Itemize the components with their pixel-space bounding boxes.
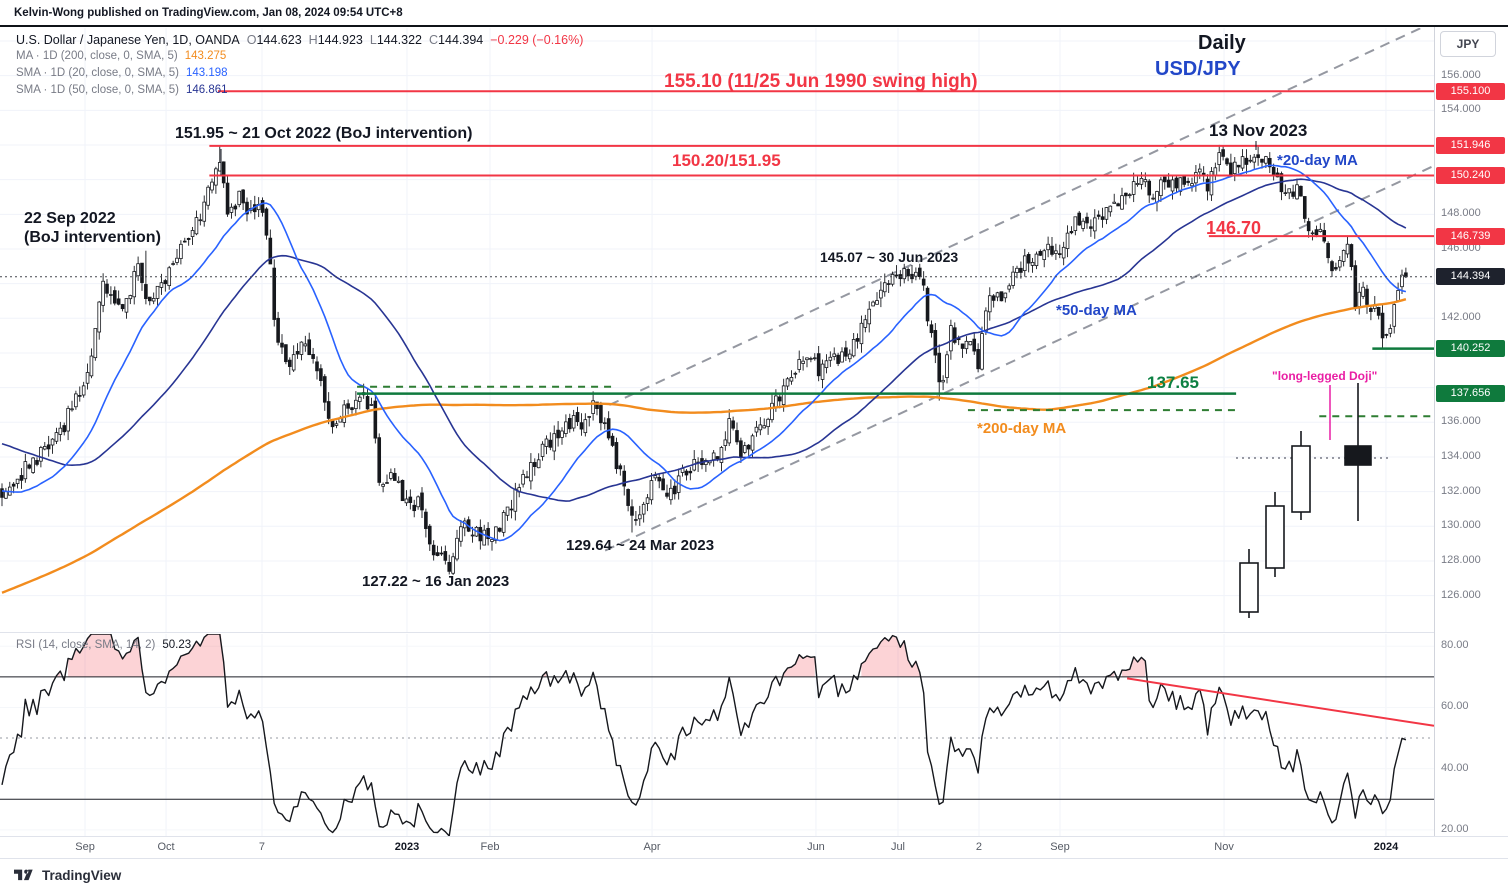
- annotation-jan-16-2023[interactable]: 127.22 ~ 16 Jan 2023: [362, 573, 510, 590]
- indicator-value: 146.861: [185, 84, 228, 96]
- price-axis-label: 156.000: [1441, 68, 1481, 81]
- rsi-axis-label: 20.00: [1441, 822, 1469, 835]
- price-axis-label: 134.000: [1441, 449, 1481, 462]
- price-axis-label: 132.000: [1441, 484, 1481, 497]
- chart-legend: U.S. Dollar / Japanese Yen, 1D, OANDA O14…: [16, 33, 583, 101]
- doji-inset-layer[interactable]: [1236, 383, 1392, 618]
- annotation-swing-high-1990[interactable]: 155.10 (11/25 Jun 1990 swing high): [664, 71, 978, 92]
- moving-averages-layer[interactable]: [1, 164, 1407, 594]
- rsi-label: RSI (14, close, SMA, 14, 2): [16, 639, 156, 651]
- indicator-value: 143.198: [185, 67, 228, 79]
- time-axis-label: 2024: [1373, 841, 1399, 853]
- annotation-doji-label[interactable]: "long-legged Doji": [1272, 369, 1378, 383]
- change-value: −0.229 (−0.16%): [490, 33, 584, 47]
- indicator-value: 143.275: [184, 50, 227, 62]
- price-axis[interactable]: [1434, 27, 1508, 836]
- symbol-title[interactable]: U.S. Dollar / Japanese Yen, 1D, OANDA: [16, 33, 240, 47]
- time-axis-label: Sep: [75, 841, 95, 853]
- tradingview-logo[interactable]: [14, 867, 35, 884]
- price-axis-label: 130.000: [1441, 519, 1481, 532]
- annotation-boj-sep-2022[interactable]: 22 Sep 2022 (BoJ intervention): [24, 210, 161, 246]
- annotation-ma20-label[interactable]: *20-day MA: [1277, 152, 1358, 169]
- time-axis-label: 7: [258, 841, 266, 853]
- annotation-jun-30-2023[interactable]: 145.07 ~ 30 Jun 2023: [820, 249, 959, 265]
- price-axis-label: 126.000: [1441, 588, 1481, 601]
- publish-bar: Kelvin-Wong published on TradingView.com…: [0, 0, 1508, 27]
- time-axis-label: 2023: [394, 841, 420, 853]
- price-axis-label: 136.000: [1441, 415, 1481, 428]
- indicator-label: SMA · 1D (50, close, 0, SMA, 5): [16, 84, 179, 96]
- currency-button[interactable]: JPY: [1440, 31, 1496, 57]
- indicator-row-ma200[interactable]: MA · 1D (200, close, 0, SMA, 5) 143.275: [16, 50, 583, 67]
- pointer-lines-layer: [220, 141, 1331, 440]
- price-badge: 151.946: [1436, 137, 1505, 155]
- rsi-legend[interactable]: RSI (14, close, SMA, 14, 2) 50.23: [16, 639, 191, 651]
- annotation-ma200-label[interactable]: *200-day MA: [977, 420, 1067, 437]
- publish-line: Kelvin-Wong published on TradingView.com…: [14, 6, 403, 19]
- time-axis-label: Nov: [1214, 841, 1234, 853]
- candles-layer[interactable]: [0, 144, 1408, 575]
- annotation-ma50-label[interactable]: *50-day MA: [1056, 302, 1137, 319]
- time-axis-label: Feb: [480, 841, 500, 853]
- pane-separator[interactable]: [0, 632, 1434, 633]
- price-axis-label: 146.000: [1441, 241, 1481, 254]
- annotation-title-pair[interactable]: USD/JPY: [1155, 58, 1241, 80]
- rsi-axis-label: 60.00: [1441, 700, 1469, 713]
- trend-channel-layer[interactable]: [604, 28, 1434, 552]
- time-axis-label: Jul: [890, 841, 905, 853]
- annotation-resistance-range[interactable]: 150.20/151.95: [672, 151, 781, 170]
- rsi-canvas[interactable]: [0, 634, 1434, 836]
- rsi-axis-label: 80.00: [1441, 639, 1469, 652]
- time-axis-label: Jun: [807, 841, 825, 853]
- price-badge: 146.739: [1436, 227, 1505, 245]
- price-badge: 144.394: [1436, 268, 1505, 286]
- annotation-level-146-70[interactable]: 146.70: [1206, 218, 1262, 238]
- annotation-boj-oct-2022[interactable]: 151.95 ~ 21 Oct 2022 (BoJ intervention): [175, 125, 473, 142]
- rsi-trendline-layer[interactable]: [1126, 677, 1434, 727]
- annotation-title-daily[interactable]: Daily: [1198, 32, 1246, 54]
- indicator-label: SMA · 1D (20, close, 0, SMA, 5): [16, 67, 179, 79]
- main-chart-canvas[interactable]: [0, 28, 1434, 632]
- time-axis-label: Sep: [1050, 841, 1070, 853]
- price-axis-label: 128.000: [1441, 553, 1481, 566]
- rsi-bands-layer[interactable]: [0, 676, 1434, 800]
- price-grid-layer: [0, 28, 1434, 632]
- footer-bar: TradingView: [0, 858, 1508, 891]
- annotation-nov-13-2023[interactable]: 13 Nov 2023: [1209, 121, 1308, 140]
- indicator-row-sma20[interactable]: SMA · 1D (20, close, 0, SMA, 5) 143.198: [16, 67, 583, 84]
- price-axis-label: 148.000: [1441, 207, 1481, 220]
- rsi-overbought-fill: [56, 634, 1146, 677]
- price-badge: 155.100: [1436, 82, 1505, 100]
- ohlc-values: O144.623 H144.923 L144.322 C144.394: [246, 33, 484, 47]
- indicator-row-sma50[interactable]: SMA · 1D (50, close, 0, SMA, 5) 146.861: [16, 84, 583, 101]
- rsi-axis-label: 40.00: [1441, 761, 1469, 774]
- indicator-label: MA · 1D (200, close, 0, SMA, 5): [16, 50, 178, 62]
- price-badge: 137.656: [1436, 385, 1505, 403]
- time-axis-label: Apr: [643, 841, 661, 853]
- level-lines-layer[interactable]: [0, 90, 1434, 418]
- brand-name: TradingView: [42, 867, 122, 883]
- annotation-level-137-65[interactable]: 137.65: [1147, 373, 1199, 392]
- time-axis[interactable]: [0, 836, 1508, 859]
- rsi-line-layer[interactable]: [1, 634, 1407, 836]
- price-badge: 140.252: [1436, 340, 1505, 358]
- price-axis-label: 154.000: [1441, 103, 1481, 116]
- price-badge: 150.240: [1436, 166, 1505, 184]
- rsi-value: 50.23: [162, 639, 192, 651]
- annotation-mar-24-2023[interactable]: 129.64 ~ 24 Mar 2023: [566, 537, 715, 554]
- rsi-grid-layer: [0, 634, 1434, 836]
- price-axis-label: 142.000: [1441, 311, 1481, 324]
- symbol-row[interactable]: U.S. Dollar / Japanese Yen, 1D, OANDA O14…: [16, 33, 583, 50]
- time-axis-label: 2: [975, 841, 983, 853]
- time-axis-label: Oct: [157, 841, 175, 853]
